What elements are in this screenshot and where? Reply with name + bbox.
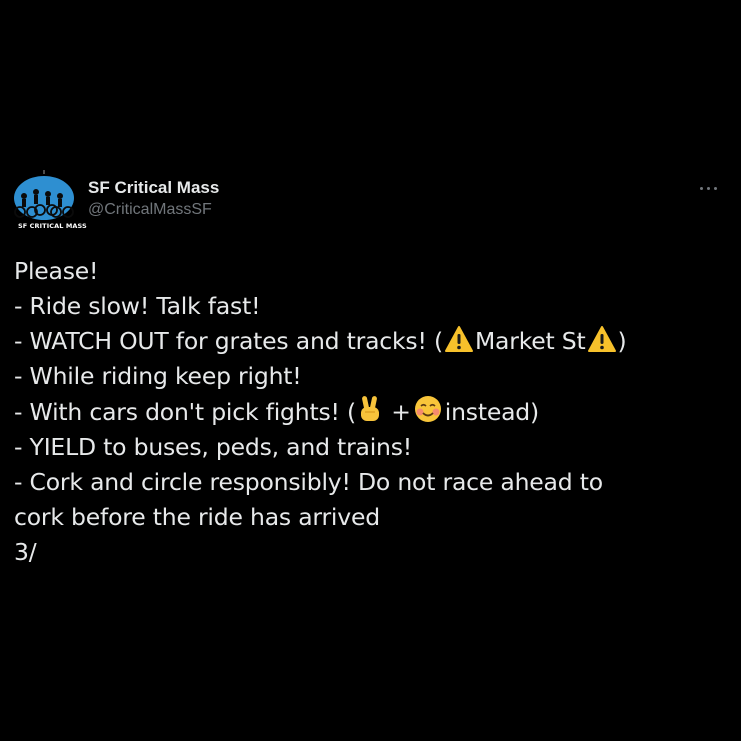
tweet-line-text: Market St (474, 327, 586, 355)
tweet-line-text: ) (617, 327, 627, 355)
tweet-line-text: + (383, 398, 411, 426)
tweet-line: - While riding keep right! (14, 362, 302, 390)
tweet-line: - WATCH OUT for grates and tracks! ( Mark… (14, 324, 714, 359)
avatar[interactable]: SF CRITICAL MASS (12, 170, 87, 234)
author-names: SF Critical Mass @CriticalMassSF (88, 177, 219, 221)
tweet-line: Please! (14, 257, 99, 285)
tweet-line: - YIELD to buses, peds, and trains! (14, 433, 413, 461)
tweet-line-text: instead) (444, 398, 539, 426)
author-handle[interactable]: @CriticalMassSF (88, 201, 212, 218)
warning-icon (587, 325, 617, 353)
ellipsis-icon[interactable] (699, 182, 721, 194)
tweet-header: SF CRITICAL MASS SF Critical Mass @Criti… (12, 158, 729, 230)
tweet-line-text: - With cars don't pick fights! ( (14, 398, 356, 426)
warning-icon (444, 325, 474, 353)
tweet-line-text: - WATCH OUT for grates and tracks! ( (14, 327, 443, 355)
tweet-text: Please! - Ride slow! Talk fast! - WATCH … (14, 254, 714, 570)
tweet-line: - With cars don't pick fights! ( + instea… (14, 394, 714, 430)
author-display-name[interactable]: SF Critical Mass (88, 178, 220, 197)
smiling-face-icon (412, 394, 444, 424)
tweet-line: - Cork and circle responsibly! Do not ra… (14, 468, 603, 496)
tweet-line: 3/ (14, 538, 37, 566)
avatar-logo-text: SF CRITICAL MASS (18, 222, 87, 230)
tweet-line: cork before the ride has arrived (14, 503, 380, 531)
tweet-line: - Ride slow! Talk fast! (14, 292, 261, 320)
bicycle-logo-icon (14, 170, 74, 220)
victory-hand-icon (357, 394, 383, 424)
